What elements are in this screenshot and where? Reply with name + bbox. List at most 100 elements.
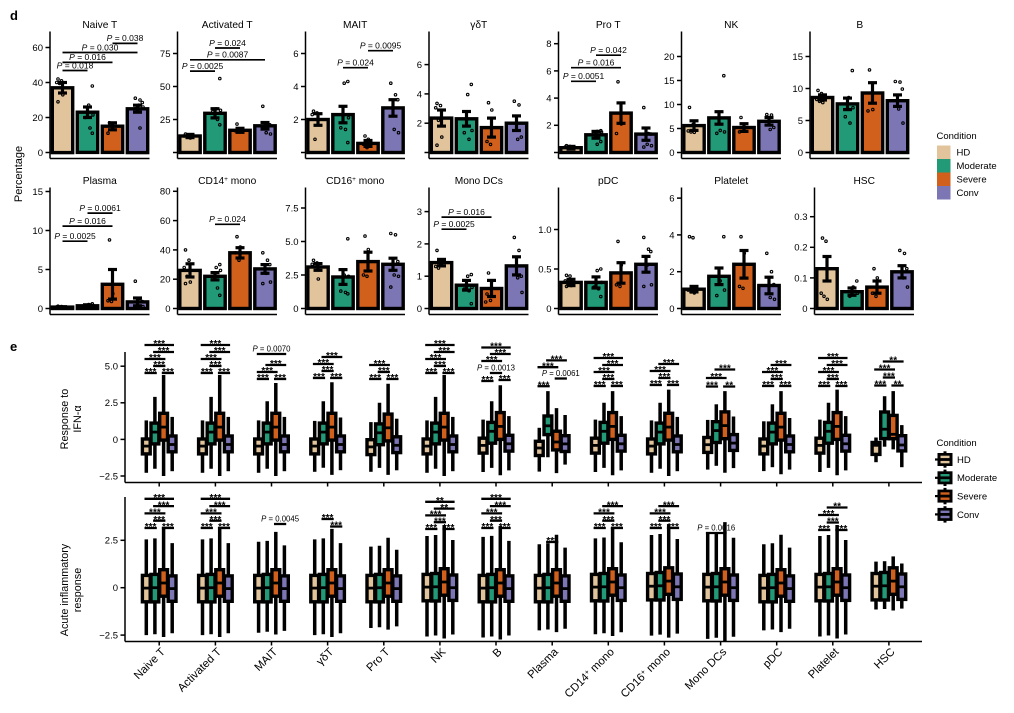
svg-text:***: *** <box>482 375 494 386</box>
svg-text:15: 15 <box>32 187 43 198</box>
svg-text:***: *** <box>654 365 666 376</box>
svg-text:***: *** <box>210 515 222 526</box>
svg-text:2.5: 2.5 <box>105 398 118 409</box>
svg-text:Plasma: Plasma <box>83 176 117 187</box>
svg-text:***: *** <box>831 359 843 370</box>
svg-text:Platelet: Platelet <box>714 176 748 187</box>
svg-text:15: 15 <box>664 76 675 87</box>
svg-text:2.5: 2.5 <box>105 536 118 547</box>
svg-text:***: *** <box>874 380 886 391</box>
svg-text:HSC: HSC <box>853 176 875 187</box>
svg-text:20: 20 <box>160 275 171 286</box>
svg-text:***: *** <box>663 500 675 511</box>
svg-text:***: *** <box>145 367 157 378</box>
svg-text:***: *** <box>443 523 455 534</box>
svg-text:0: 0 <box>293 304 298 315</box>
svg-text:P = 0.0016: P = 0.0016 <box>697 523 735 532</box>
svg-text:20: 20 <box>32 113 43 124</box>
svg-text:HD: HD <box>957 148 971 159</box>
svg-text:0.5: 0.5 <box>538 264 551 275</box>
svg-text:***: *** <box>369 373 381 384</box>
svg-text:***: *** <box>719 364 731 375</box>
svg-text:8: 8 <box>546 39 551 50</box>
svg-text:***: *** <box>317 358 329 369</box>
svg-text:60: 60 <box>160 216 171 227</box>
svg-text:6: 6 <box>669 194 674 205</box>
svg-text:***: *** <box>611 380 623 391</box>
svg-text:P = 0.024: P = 0.024 <box>209 38 246 48</box>
svg-text:***: *** <box>374 359 386 370</box>
svg-text:CD14+ mono: CD14+ mono <box>198 176 256 187</box>
svg-text:Condition: Condition <box>937 438 977 449</box>
svg-text:Mono DCs: Mono DCs <box>455 176 503 187</box>
svg-text:***: *** <box>149 508 161 519</box>
svg-text:***: *** <box>823 366 835 377</box>
svg-text:***: *** <box>650 522 662 533</box>
svg-text:***: *** <box>650 379 662 390</box>
svg-text:***: *** <box>538 380 550 391</box>
svg-text:Moderate: Moderate <box>957 161 997 172</box>
svg-text:***: *** <box>594 522 606 533</box>
svg-text:***: *** <box>205 508 217 519</box>
svg-text:HD: HD <box>957 455 971 466</box>
svg-text:***: *** <box>879 364 891 375</box>
svg-text:75: 75 <box>160 49 171 60</box>
svg-text:6: 6 <box>293 49 298 60</box>
svg-text:0: 0 <box>669 148 674 159</box>
svg-text:−2.5: −2.5 <box>99 471 118 482</box>
svg-text:***: *** <box>153 339 165 350</box>
svg-text:***: *** <box>762 380 774 391</box>
svg-text:5.0: 5.0 <box>285 237 298 248</box>
svg-text:***: *** <box>261 366 273 377</box>
svg-text:***: *** <box>210 360 222 371</box>
svg-text:P = 0.0061: P = 0.0061 <box>79 203 121 213</box>
svg-text:0: 0 <box>669 304 674 315</box>
svg-text:Moderate: Moderate <box>957 473 997 484</box>
svg-text:***: *** <box>270 359 282 370</box>
svg-text:***: *** <box>257 373 269 384</box>
svg-text:**: ** <box>440 503 448 514</box>
svg-text:***: *** <box>205 353 217 364</box>
svg-text:Response to: Response to <box>59 389 71 450</box>
svg-text:40: 40 <box>32 78 43 89</box>
svg-text:***: *** <box>779 380 791 391</box>
svg-text:***: *** <box>775 359 787 370</box>
svg-text:***: *** <box>490 342 502 353</box>
svg-text:***: *** <box>425 367 437 378</box>
svg-text:***: *** <box>767 366 779 377</box>
svg-text:20: 20 <box>664 52 675 63</box>
svg-text:CD16+ mono: CD16+ mono <box>326 176 384 187</box>
svg-text:25: 25 <box>160 115 171 126</box>
svg-text:***: *** <box>330 372 342 383</box>
svg-text:P = 0.016: P = 0.016 <box>578 58 615 68</box>
svg-text:***: *** <box>663 358 675 369</box>
svg-text:***: *** <box>486 508 498 519</box>
svg-text:Pro T: Pro T <box>596 20 621 31</box>
svg-text:P = 0.0070: P = 0.0070 <box>253 344 292 353</box>
svg-text:***: *** <box>214 346 226 357</box>
svg-text:Condition: Condition <box>937 131 977 142</box>
svg-text:***: *** <box>210 493 222 504</box>
svg-text:3: 3 <box>417 207 422 218</box>
svg-text:***: *** <box>326 351 338 362</box>
svg-text:0.1: 0.1 <box>794 273 807 284</box>
svg-text:2: 2 <box>417 239 422 250</box>
svg-text:B: B <box>856 20 863 31</box>
svg-text:d: d <box>10 8 18 23</box>
svg-text:***: *** <box>607 500 619 511</box>
svg-text:5: 5 <box>669 124 674 135</box>
svg-text:Conv: Conv <box>957 188 979 199</box>
svg-text:***: *** <box>145 522 157 533</box>
svg-text:***: *** <box>153 493 165 504</box>
svg-text:Naive T: Naive T <box>82 20 117 31</box>
svg-text:***: *** <box>546 536 558 547</box>
svg-text:1: 1 <box>417 272 422 283</box>
svg-text:***: *** <box>274 373 286 384</box>
svg-text:***: *** <box>827 373 839 384</box>
svg-text:15: 15 <box>792 52 803 63</box>
svg-text:***: *** <box>218 522 230 533</box>
svg-text:***: *** <box>430 353 442 364</box>
svg-text:***: *** <box>214 500 226 511</box>
svg-text:Severe: Severe <box>957 175 987 186</box>
svg-text:10: 10 <box>32 226 43 237</box>
